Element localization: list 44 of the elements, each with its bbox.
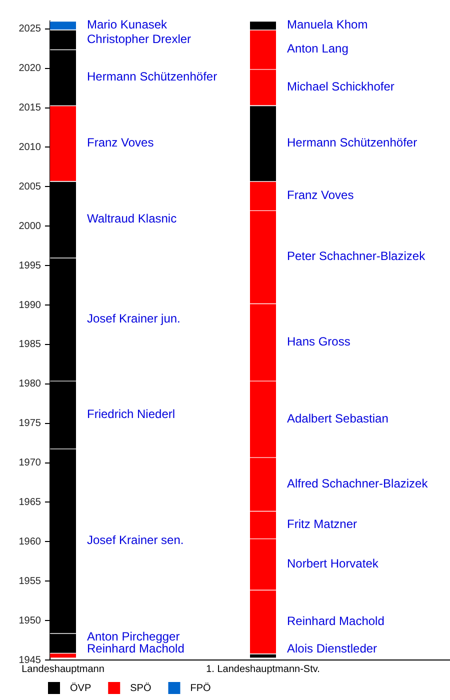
y-tick-label: 2020 xyxy=(18,63,42,74)
y-tick-label: 1995 xyxy=(18,260,42,272)
x-tick-label: 1. Landeshauptmann-Stv. xyxy=(206,664,320,675)
y-tick-label: 1970 xyxy=(18,458,42,469)
legend-label: FPÖ xyxy=(190,682,212,694)
annotation: Josef Krainer jun. xyxy=(87,312,180,326)
annotation: Alfred Schachner-Blazizek xyxy=(287,476,429,490)
y-tick-label: 1980 xyxy=(18,378,42,390)
annotation: Alois Dienstleder xyxy=(287,641,378,656)
y-tick-label: 2000 xyxy=(18,220,42,232)
y-tick-label: 2005 xyxy=(18,181,42,192)
annotation: Josef Krainer sen. xyxy=(87,533,184,548)
y-tick-label: 1975 xyxy=(18,418,42,430)
annotation: Fritz Matzner xyxy=(287,517,358,532)
annotation: Waltraud Klasnic xyxy=(87,212,177,226)
y-tick-label: 1985 xyxy=(18,339,42,350)
y-tick-label: 1990 xyxy=(18,300,42,311)
y-tick-label: 1950 xyxy=(18,615,42,626)
y-tick-label: 1965 xyxy=(18,496,42,508)
annotation: Christopher Drexler xyxy=(87,32,192,46)
annotation: Hermann Schützenhöfer xyxy=(87,70,218,84)
annotation: Mario Kunasek xyxy=(87,18,168,32)
x-tick-label: Landeshauptmann xyxy=(22,664,104,675)
y-tick-label: 1945 xyxy=(18,654,42,666)
y-tick-label: 2015 xyxy=(18,102,42,114)
annotation: Manuela Khom xyxy=(287,18,368,32)
y-tick-label: 2010 xyxy=(18,142,42,153)
annotation: Adalbert Sebastian xyxy=(287,411,388,426)
y-tick-label: 2025 xyxy=(18,24,42,35)
annotation: Franz Voves xyxy=(287,188,354,202)
annotation: Franz Voves xyxy=(87,136,154,150)
annotation: Anton Lang xyxy=(287,42,348,56)
y-tick-label: 1960 xyxy=(18,536,42,548)
annotation: Anton Pirchegger xyxy=(87,629,180,644)
annotation: Michael Schickhofer xyxy=(287,80,394,94)
annotation: Hans Gross xyxy=(287,334,350,348)
y-tick-label: 1955 xyxy=(18,576,42,587)
annotation: Hermann Schützenhöfer xyxy=(287,136,418,150)
legend-label: ÖVP xyxy=(70,682,92,694)
annotation: Friedrich Niederl xyxy=(87,406,176,421)
annotation: Reinhard Machold xyxy=(287,614,384,628)
annotation: Norbert Horvatek xyxy=(287,556,380,570)
annotation: Peter Schachner-Blazizek xyxy=(287,249,426,264)
legend-label: SPÖ xyxy=(130,682,152,694)
